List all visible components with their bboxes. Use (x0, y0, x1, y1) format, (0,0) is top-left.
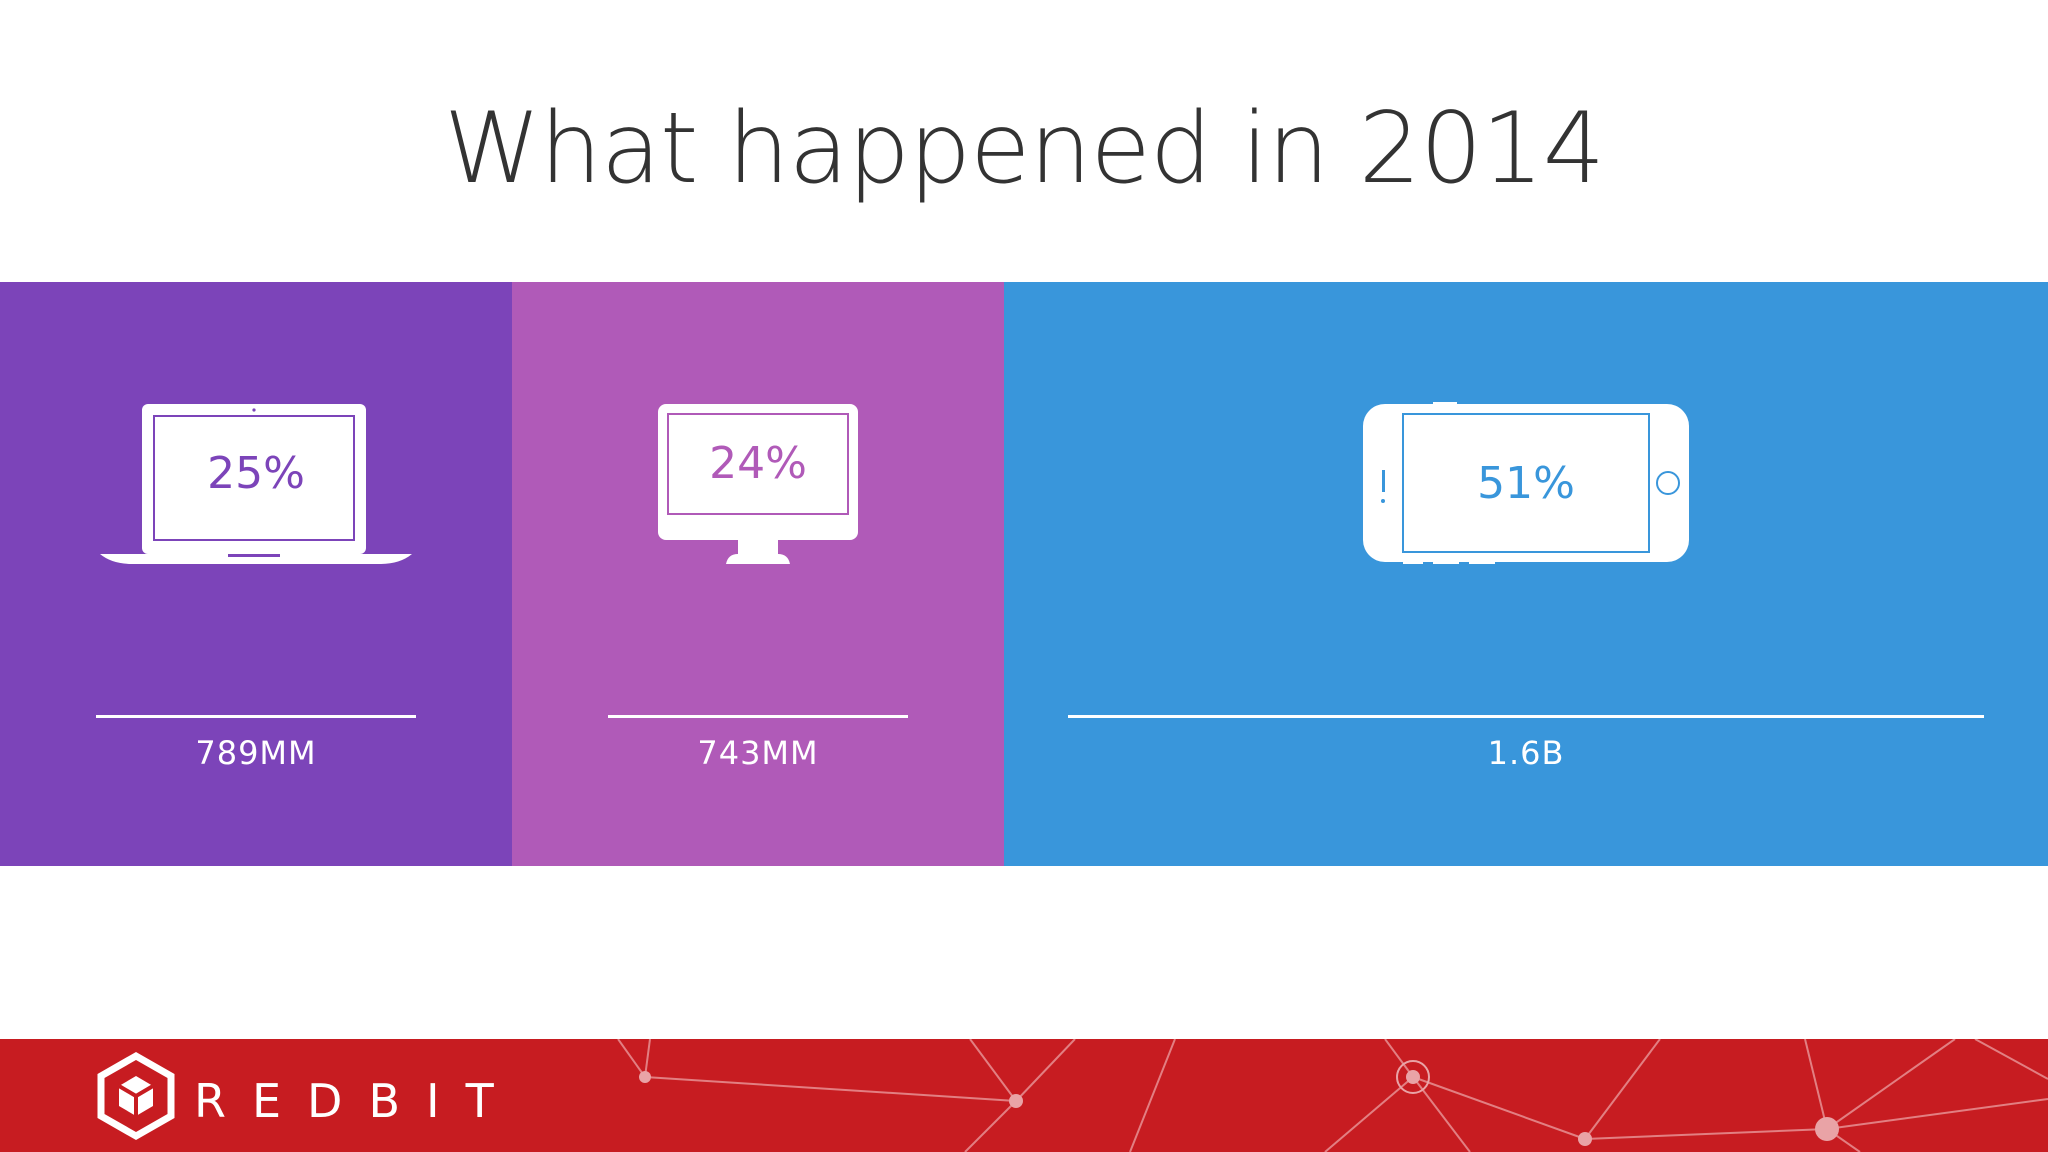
redbit-logo-icon (97, 1051, 175, 1141)
device-count-label: 789MM (195, 734, 317, 772)
footer-bar (0, 1039, 2048, 1152)
share-value-label: 25% (207, 448, 305, 499)
desktop-icon (658, 404, 858, 564)
divider-line (608, 715, 908, 718)
page-title: What happened in 2014 (443, 92, 1605, 206)
smartphone-icon-wrapper (1363, 402, 1689, 564)
brand-name: REDBIT (194, 1074, 520, 1128)
share-value-label: 51% (1477, 458, 1575, 509)
laptop-icon (100, 404, 412, 564)
share-bar-desktop (512, 282, 1004, 866)
network-pattern (0, 1039, 2048, 1152)
smartphone-icon (1363, 402, 1689, 564)
divider-line (1068, 715, 1984, 718)
share-value-label: 24% (709, 438, 807, 489)
divider-line (96, 715, 416, 718)
laptop-icon-wrapper (100, 404, 412, 564)
device-count-label: 743MM (697, 734, 819, 772)
share-bar-mobile (1004, 282, 2048, 866)
share-bar-laptop (0, 282, 512, 866)
desktop-icon-wrapper (658, 404, 858, 564)
device-count-label: 1.6B (1487, 734, 1565, 772)
